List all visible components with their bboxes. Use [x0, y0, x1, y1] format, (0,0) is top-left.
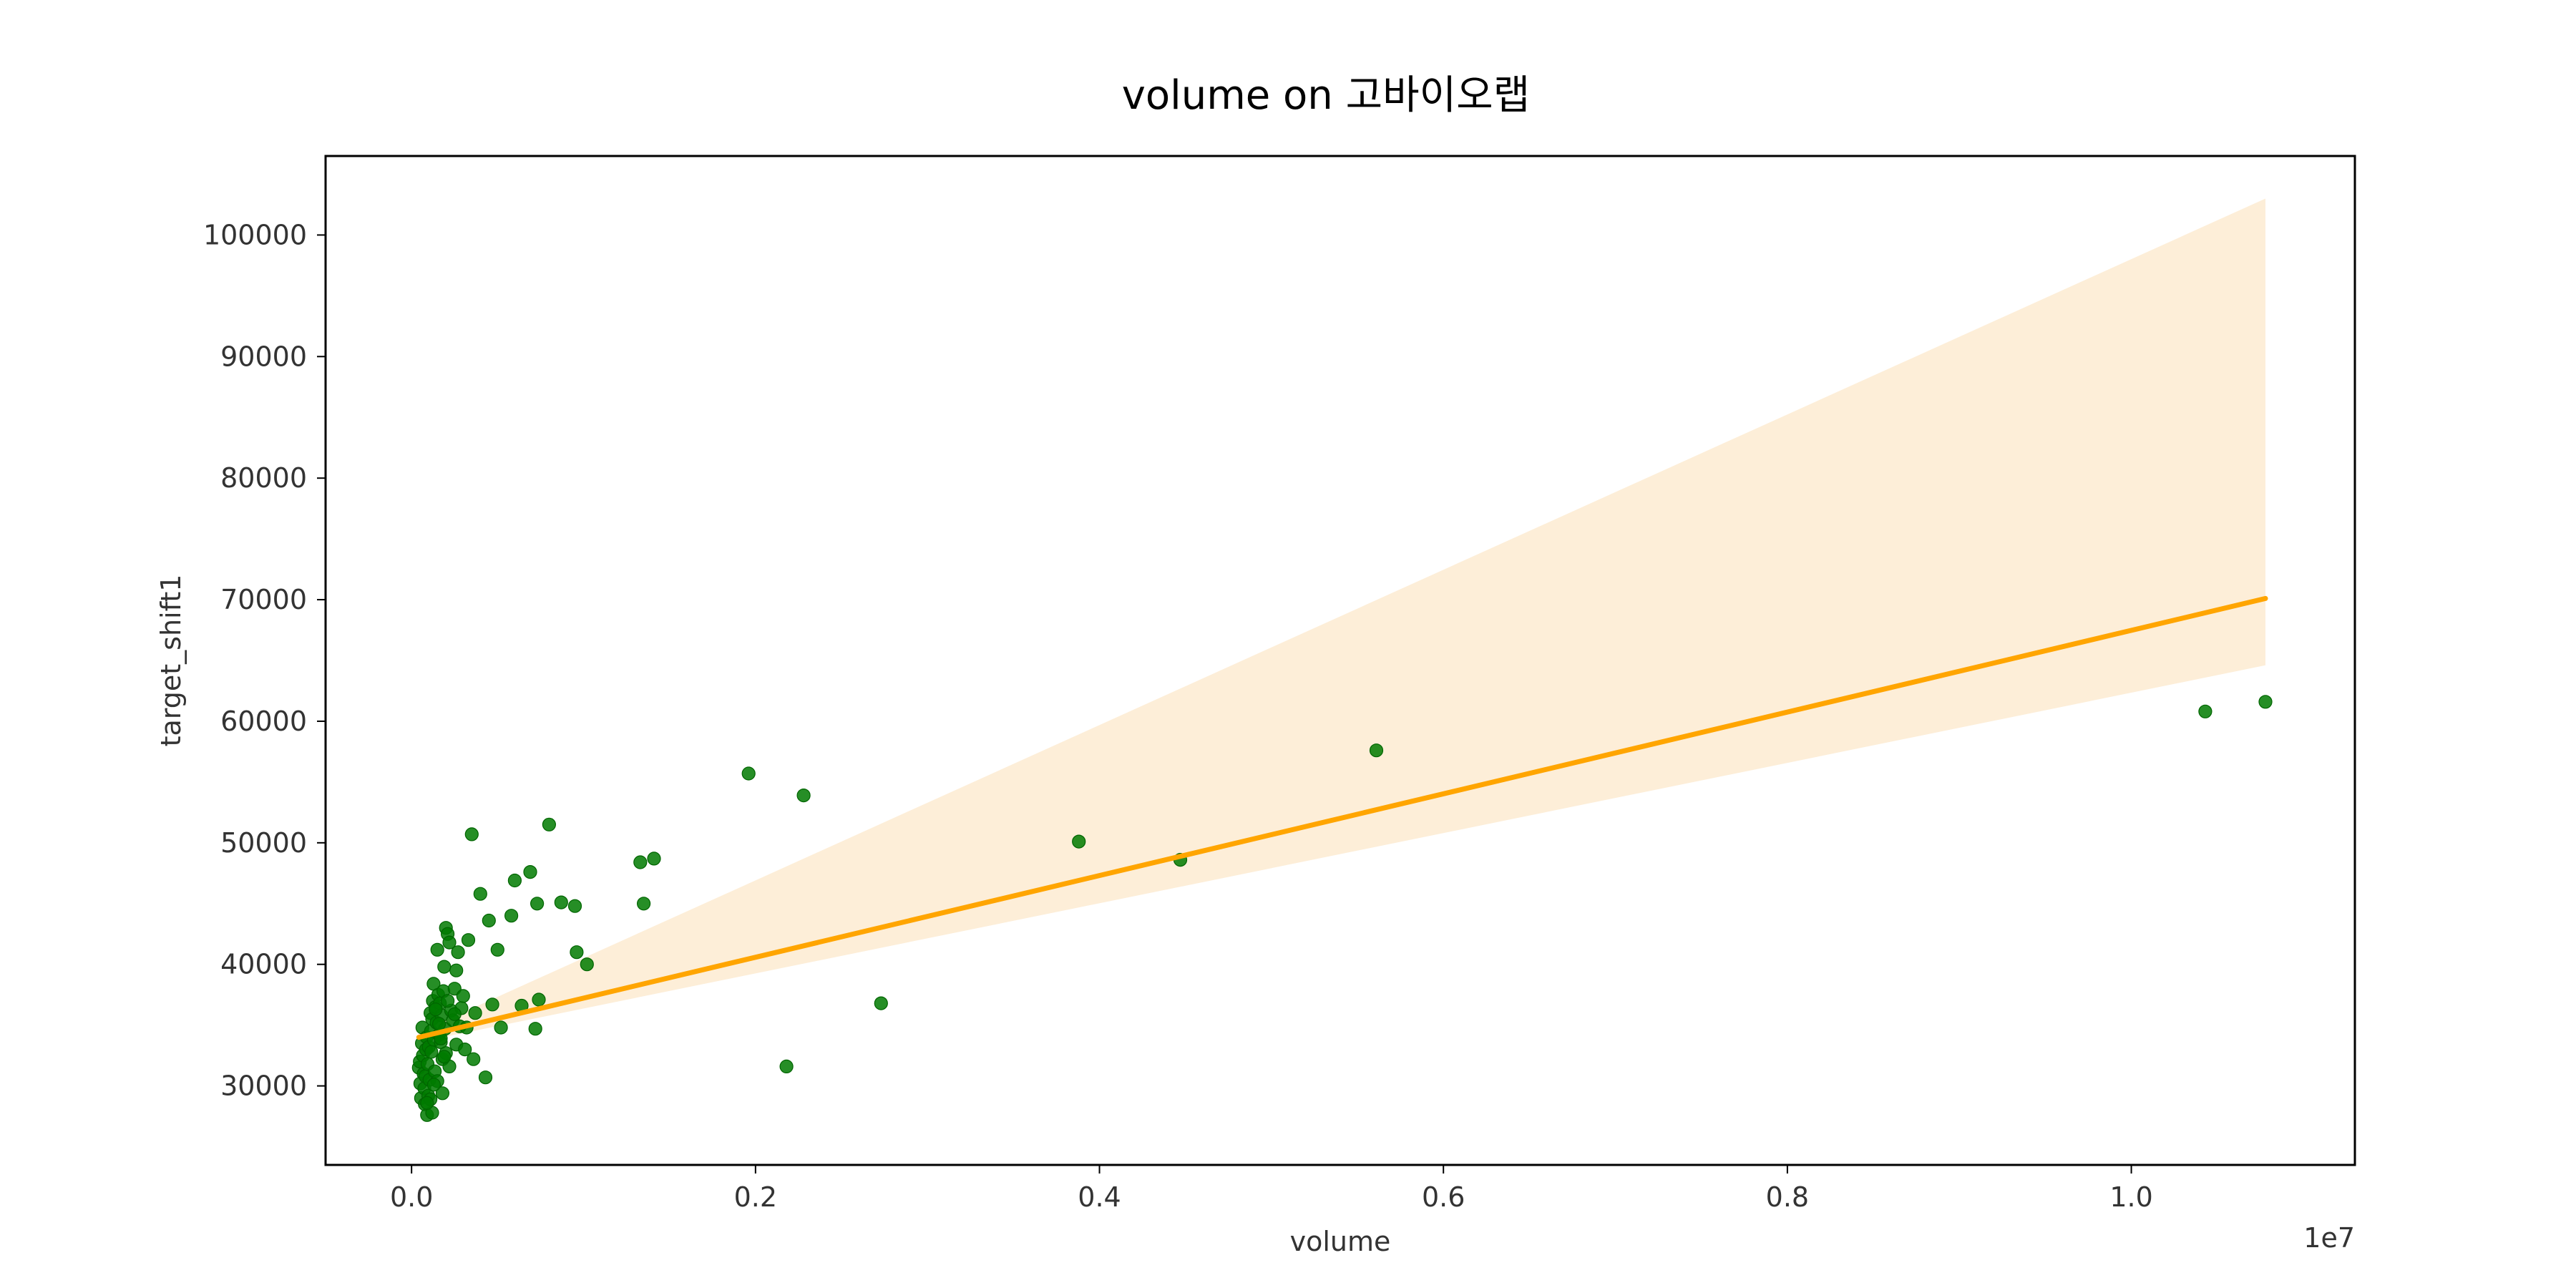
scatter-point: [447, 1007, 462, 1021]
y-tick-label: 40000: [220, 949, 307, 980]
scatter-point: [494, 1020, 508, 1035]
scatter-point: [528, 1022, 542, 1036]
y-tick-label: 60000: [220, 706, 307, 737]
scatter-point: [482, 913, 496, 928]
scatter-point: [530, 897, 545, 911]
regression-line: [416, 595, 2268, 1040]
scatter-point: [424, 1045, 439, 1059]
x-tick-label: 1.0: [2109, 1181, 2152, 1213]
chart-title: volume on 고바이오랩: [1122, 72, 1530, 119]
scatter-point: [554, 895, 568, 909]
x-axis-offset-label: 1e7: [2303, 1222, 2355, 1254]
scatter-point: [636, 897, 651, 911]
scatter-point: [468, 1006, 482, 1020]
x-tick-label: 0.0: [390, 1181, 433, 1213]
scatter-point: [437, 1050, 452, 1064]
scatter-point: [426, 1078, 441, 1092]
scatter-point: [464, 827, 479, 841]
scatter-point: [2198, 704, 2212, 718]
scatter-point: [580, 957, 594, 972]
scatter-point: [1369, 743, 1384, 758]
scatter-point: [451, 945, 465, 960]
scatter-point: [429, 1002, 443, 1017]
scatter-point: [874, 996, 888, 1010]
scatter-point: [779, 1059, 794, 1074]
y-tick-label: 90000: [220, 341, 307, 372]
scatter-point: [473, 887, 487, 901]
x-axis-label: volume: [1290, 1226, 1391, 1257]
scatter-point: [507, 873, 522, 888]
scatter-point: [430, 942, 444, 957]
x-tick-label: 0.4: [1078, 1181, 1121, 1213]
scatter-point: [485, 997, 499, 1012]
scatter-point: [570, 945, 584, 960]
y-tick-label: 70000: [220, 584, 307, 615]
scatter-point: [796, 788, 811, 803]
y-tick-label: 50000: [220, 827, 307, 859]
scatter-point: [449, 963, 464, 977]
scatter-point: [456, 989, 470, 1003]
x-axis: 0.0 0.2 0.4 0.6 0.8 1.0: [390, 1165, 2153, 1213]
scatter-point: [467, 1052, 481, 1066]
y-tick-label: 30000: [220, 1070, 307, 1102]
confidence-band: [419, 198, 2265, 1043]
scatter-point: [504, 909, 519, 923]
scatter-point: [431, 1017, 447, 1031]
scatter-point: [458, 1042, 472, 1057]
scatter-point: [442, 935, 457, 950]
scatter-point: [420, 1096, 434, 1111]
scatter-point: [435, 1086, 450, 1101]
plot-frame: [324, 155, 2356, 1166]
scatter-point: [478, 1070, 493, 1085]
x-tick-label: 0.8: [1766, 1181, 1809, 1213]
scatter-point: [461, 933, 476, 947]
scatter-point: [741, 766, 756, 781]
scatter-point: [633, 855, 648, 869]
y-axis-label: target_shift1: [155, 575, 187, 747]
scatter-point: [437, 960, 452, 974]
y-tick-label: 100000: [203, 219, 307, 250]
scatter-point: [490, 942, 504, 957]
scatter-point: [647, 852, 661, 866]
x-tick-label: 0.2: [734, 1181, 777, 1213]
plot-area: [411, 198, 2273, 1122]
scatter-point: [532, 992, 546, 1007]
scatter-point: [567, 899, 582, 913]
y-axis: 30000 40000 50000 60000 70000 80000 90000 10000…: [203, 219, 326, 1102]
scatter-point: [542, 817, 557, 831]
x-tick-label: 0.6: [1422, 1181, 1465, 1213]
y-tick-label: 80000: [220, 462, 307, 494]
scatter-point: [2258, 695, 2273, 709]
scatter-point: [440, 994, 455, 1008]
scatter-point: [1072, 834, 1086, 849]
scatter-point: [523, 864, 537, 879]
